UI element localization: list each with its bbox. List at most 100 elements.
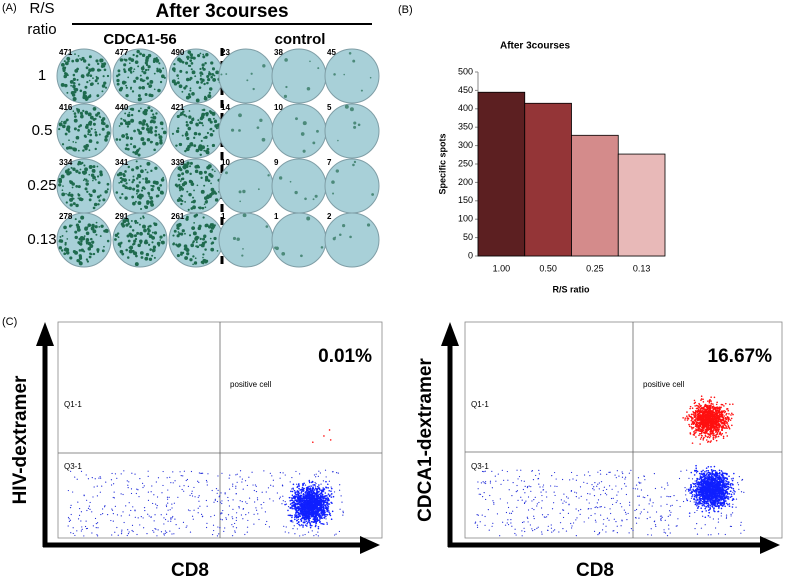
event-dot [619,502,621,505]
spot [65,251,70,255]
event-dot [732,491,734,493]
spot [94,128,96,131]
spot [106,131,111,136]
spot [191,226,196,231]
spot [181,172,185,176]
x-tick-label: 0.50 [539,263,557,273]
event-dot [163,534,165,536]
spot [94,131,98,134]
spot [77,128,80,132]
spot [173,229,177,233]
event-dot [111,509,114,511]
spot [150,116,153,119]
spot [187,50,192,54]
spot [159,80,163,84]
spot [195,241,198,244]
event-dot [225,517,227,519]
event-dot [113,497,115,499]
event-dot [609,471,611,473]
spot [82,250,86,253]
event-dot [296,506,299,508]
spot [191,92,195,96]
event-dot [314,497,317,500]
event-dot [588,502,590,504]
spot [195,98,200,103]
event-dot [340,495,342,497]
event-dot [221,500,223,502]
spot [88,255,92,259]
event-dot [653,473,655,475]
spot [194,257,197,260]
event-dot [317,535,319,537]
spot [200,81,203,84]
event-dot [332,495,335,498]
event-dot [316,491,319,493]
spot [121,192,124,196]
event-dot [315,524,317,527]
event-dot [91,511,93,513]
event-dot [700,488,703,491]
event-dot [302,521,305,524]
event-dot [333,534,336,536]
event-dot [637,488,639,490]
event-dot [150,516,152,518]
event-dot [621,519,623,521]
event-dot [660,517,662,519]
spot [101,90,104,93]
spot [93,202,98,207]
event-dot [493,501,495,504]
spot [183,247,187,251]
spot [88,165,93,170]
event-dot [609,508,611,510]
event-dot [576,517,578,519]
spot [353,160,357,164]
spot [96,76,99,80]
spot [181,60,185,64]
spot [208,70,211,73]
event-dot [492,500,494,502]
event-dot [597,533,599,536]
event-dot [97,535,99,537]
event-dot [561,478,564,481]
event-dot [720,499,723,501]
event-dot [702,469,704,472]
spot [171,67,176,72]
event-dot [709,516,711,518]
event-dot [726,502,728,505]
event-dot [719,497,721,500]
event-dot [605,531,607,533]
event-dot [207,473,209,475]
spot [92,206,96,210]
event-dot [724,505,726,508]
spot [147,68,150,71]
event-dot [725,484,727,486]
spot [187,208,190,211]
event-dot [308,491,310,494]
event-dot [328,511,330,513]
event-dot [707,505,710,507]
spot [149,200,153,205]
event-dot [731,479,734,482]
event-dot [698,494,700,497]
event-dot [110,484,113,486]
spot [106,182,110,186]
spot [126,256,130,259]
event-dot [240,514,243,516]
event-dot [212,524,215,526]
event-dot [632,487,634,489]
event-dot [604,492,606,494]
spot [289,180,292,183]
event-dot [80,520,82,522]
event-dot [696,509,698,512]
event-dot [328,494,331,497]
spot [65,230,68,233]
spot [238,129,241,132]
spot [141,86,146,90]
spot [70,84,73,87]
event-dot [315,534,317,536]
event-dot [224,527,226,529]
spot [212,129,215,133]
spot [125,218,130,222]
event-dot [693,501,695,503]
spot [98,226,101,228]
